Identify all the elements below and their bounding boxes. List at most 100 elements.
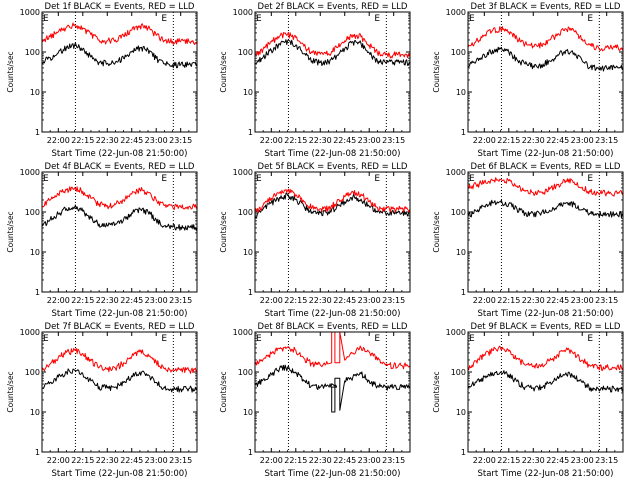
x-tick-label: 23:00 — [571, 456, 594, 465]
x-tick-label: 22:00 — [473, 136, 496, 145]
x-tick-label: 22:45 — [546, 296, 569, 305]
x-tick-label: 22:00 — [47, 136, 70, 145]
chart-title: Det 2f BLACK = Events, RED = LLD — [258, 2, 408, 12]
marker-label-e: E — [161, 174, 167, 184]
series-line-events — [41, 42, 198, 69]
marker-label-e: E — [43, 334, 49, 344]
x-tick-label: 22:15 — [497, 296, 520, 305]
plot-frame — [467, 331, 624, 453]
y-tick-label: 1 — [248, 288, 253, 297]
x-axis-label: Start Time (22-Jun-08 21:50:00) — [52, 149, 188, 159]
y-tick-label: 100 — [451, 208, 466, 217]
y-tick-label: 1 — [248, 128, 253, 137]
x-tick-label: 23:00 — [145, 136, 168, 145]
y-axis-label: Counts/sec — [432, 51, 441, 92]
x-tick-label: 23:15 — [382, 136, 405, 145]
x-tick-label: 22:15 — [71, 296, 94, 305]
marker-label-e: E — [256, 334, 262, 344]
series-line-lld — [254, 188, 411, 213]
plot-frame — [467, 171, 624, 293]
y-tick-label: 10 — [456, 408, 466, 417]
x-tick-label: 22:00 — [260, 296, 283, 305]
x-tick-label: 23:15 — [169, 456, 192, 465]
x-tick-label: 22:45 — [546, 456, 569, 465]
series-line-events — [41, 368, 198, 393]
x-tick-label: 22:00 — [260, 136, 283, 145]
y-tick-label: 1000 — [233, 168, 253, 177]
y-tick-label: 10 — [30, 248, 40, 257]
marker-label-e: E — [469, 14, 475, 24]
x-axis-label: Start Time (22-Jun-08 21:50:00) — [52, 309, 188, 319]
y-tick-label: 10 — [456, 248, 466, 257]
series-line-events — [467, 370, 624, 393]
x-tick-label: 22:00 — [47, 456, 70, 465]
series-line-events — [467, 46, 624, 72]
y-tick-label: 100 — [25, 48, 40, 57]
y-tick-label: 10 — [456, 88, 466, 97]
x-tick-label: 22:30 — [522, 456, 545, 465]
plot-frame — [41, 11, 198, 133]
x-axis-label: Start Time (22-Jun-08 21:50:00) — [52, 469, 188, 479]
y-tick-label: 1000 — [20, 168, 40, 177]
y-axis-label: Counts/sec — [432, 211, 441, 252]
plot-frame — [254, 11, 411, 133]
marker-label-e: E — [256, 14, 262, 24]
y-tick-label: 10 — [243, 248, 253, 257]
chart-det-5f: Det 5f BLACK = Events, RED = LLD Start Ti… — [219, 162, 411, 319]
x-tick-label: 22:45 — [120, 296, 143, 305]
marker-label-e: E — [161, 14, 167, 24]
x-tick-label: 22:30 — [522, 136, 545, 145]
x-tick-label: 22:45 — [333, 456, 356, 465]
x-tick-label: 23:15 — [382, 296, 405, 305]
x-tick-label: 22:15 — [71, 136, 94, 145]
y-axis-label: Counts/sec — [6, 51, 15, 92]
y-tick-label: 10 — [30, 408, 40, 417]
y-axis-label: Counts/sec — [6, 371, 15, 412]
y-tick-label: 1000 — [446, 8, 466, 17]
x-tick-label: 22:00 — [260, 456, 283, 465]
chart-title: Det 4f BLACK = Events, RED = LLD — [45, 162, 195, 172]
chart-det-1f: Det 1f BLACK = Events, RED = LLD Start Ti… — [6, 2, 198, 159]
x-tick-label: 23:15 — [169, 296, 192, 305]
x-tick-label: 22:45 — [120, 136, 143, 145]
x-axis-label: Start Time (22-Jun-08 21:50:00) — [265, 469, 401, 479]
x-tick-label: 22:00 — [47, 296, 70, 305]
y-tick-label: 100 — [238, 368, 253, 377]
x-tick-label: 22:45 — [333, 136, 356, 145]
x-tick-label: 23:15 — [595, 296, 618, 305]
chart-title: Det 1f BLACK = Events, RED = LLD — [45, 2, 195, 12]
series-line-events — [254, 39, 411, 66]
chart-det-9f: Det 9f BLACK = Events, RED = LLD Start Ti… — [432, 322, 624, 479]
x-tick-label: 22:15 — [284, 136, 307, 145]
y-tick-label: 1 — [35, 448, 40, 457]
chart-title: Det 5f BLACK = Events, RED = LLD — [258, 162, 408, 172]
marker-label-e: E — [374, 334, 380, 344]
y-tick-label: 100 — [25, 208, 40, 217]
chart-title: Det 3f BLACK = Events, RED = LLD — [471, 2, 621, 12]
marker-label-e: E — [469, 174, 475, 184]
marker-label-e: E — [43, 14, 49, 24]
x-axis-label: Start Time (22-Jun-08 21:50:00) — [265, 309, 401, 319]
chart-title: Det 7f BLACK = Events, RED = LLD — [45, 322, 195, 332]
x-tick-label: 22:30 — [96, 296, 119, 305]
y-tick-label: 10 — [30, 88, 40, 97]
chart-det-7f: Det 7f BLACK = Events, RED = LLD Start Ti… — [6, 322, 198, 479]
x-tick-label: 22:45 — [333, 296, 356, 305]
x-tick-label: 23:00 — [145, 456, 168, 465]
x-tick-label: 23:00 — [571, 296, 594, 305]
series-line-events — [467, 199, 624, 218]
x-tick-label: 23:15 — [595, 456, 618, 465]
plot-frame — [467, 11, 624, 133]
y-axis-label: Counts/sec — [219, 51, 228, 92]
chart-title: Det 6f BLACK = Events, RED = LLD — [471, 162, 621, 172]
marker-label-e: E — [43, 174, 49, 184]
y-axis-label: Counts/sec — [219, 211, 228, 252]
series-line-events — [254, 364, 411, 413]
y-tick-label: 1000 — [446, 168, 466, 177]
series-line-lld — [468, 177, 624, 197]
chart-det-2f: Det 2f BLACK = Events, RED = LLD Start Ti… — [219, 2, 411, 159]
y-tick-label: 100 — [238, 48, 253, 57]
chart-title: Det 8f BLACK = Events, RED = LLD — [258, 322, 408, 332]
x-tick-label: 22:45 — [120, 456, 143, 465]
